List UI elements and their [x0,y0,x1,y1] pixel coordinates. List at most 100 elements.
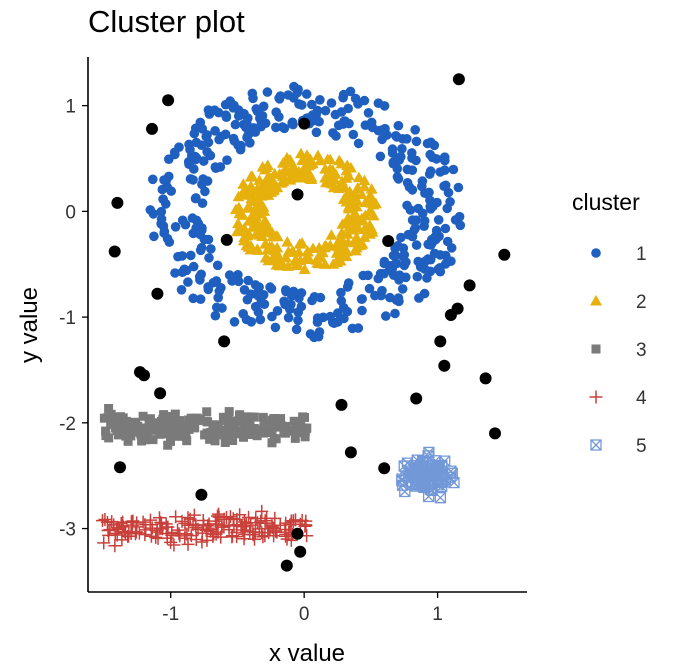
cluster-1-point [274,93,284,103]
cluster-3-point [228,436,238,445]
y-tick-label: 1 [65,97,76,118]
cluster-3-point [147,423,157,433]
cluster-1-point [277,122,288,132]
cluster-3-point [300,412,309,422]
cluster-4-point [203,524,217,538]
cluster-3-point [114,419,124,429]
cluster-1-point [338,302,349,313]
cluster-1-point [184,159,194,169]
cluster-1-point [293,315,303,326]
cluster-1-point [394,153,404,164]
cluster-1-point [228,133,239,144]
cluster-2-point [342,202,355,214]
cluster-5-point [412,465,425,477]
cluster-2-point [363,219,376,230]
cluster-1-point [429,248,440,259]
outlier-point [146,122,158,135]
cluster-1-point [422,273,432,283]
cluster-1-point [392,163,403,174]
cluster-3-point [103,413,113,423]
cluster-1-point [255,314,266,325]
cluster-3-point [224,407,234,417]
outlier-point [463,279,476,292]
outlier-point [438,359,451,372]
cluster-1-point [339,313,349,324]
cluster-4-point [100,515,114,529]
cluster-1-point [217,303,227,313]
cluster-3-point [223,418,233,428]
cluster-2-point [365,183,378,194]
cluster-1-point [419,216,430,226]
cluster-2-point [364,189,377,201]
cluster-3-point [210,436,220,446]
cluster-4-point [152,511,166,525]
cluster-2-point [241,229,254,241]
cluster-3-point [175,426,185,436]
cluster-4-point [189,519,203,533]
outlier-point [162,94,175,107]
cluster-4-point [252,522,266,536]
x-tick-label: -1 [162,604,179,625]
cluster-1-point [385,292,395,303]
outlier-point [154,387,167,400]
cluster-3-point [269,420,279,429]
cluster-1-point [364,283,375,294]
cluster-1-point [265,282,275,292]
cluster-2-point [339,250,352,262]
cluster-3-point [121,416,131,426]
legend-item-1: 1 [591,244,647,265]
cluster-5-point [399,485,411,498]
series-1 [145,81,466,343]
outlier-point [452,73,465,86]
cluster-1-point [256,118,267,129]
legend-label: 2 [636,292,647,313]
cluster-2-point [246,192,259,203]
cluster-3-point [218,412,228,422]
cluster-1-point [242,132,252,143]
cluster-2-point [298,263,311,274]
cluster-1-point [285,301,295,311]
legend-item-4: 4 [589,388,647,409]
cluster-4-point [187,508,201,522]
cluster-3-point [133,421,143,431]
cluster-2-point [254,196,267,207]
cluster-3-point [238,429,248,439]
cluster-1-point [397,284,408,294]
cluster-1-point [440,250,451,261]
cluster-3-point [148,418,158,428]
cluster-1-point [398,243,409,253]
cluster-1-point [181,265,192,276]
x-tick-label: 1 [432,604,443,625]
cluster-1-point [271,107,282,117]
y-tick-label: 0 [65,202,76,223]
outlier-point [218,335,231,348]
cluster-1-point [296,288,307,298]
cluster-2-point [335,157,348,169]
cluster-1-point [440,223,451,234]
cluster-3-point [138,411,148,421]
cluster-1-point [414,293,424,303]
cluster-3-point [156,421,166,430]
cluster-1-point [391,258,401,269]
cluster-3-point [252,431,262,441]
cluster-1-point [377,285,387,296]
cluster-2-point [287,160,300,172]
cluster-4-point [265,519,279,533]
cluster-1-point [198,156,209,166]
cluster-4-point [237,532,251,546]
series-5 [396,446,460,504]
cluster-3-point [142,433,152,443]
cluster-1-point [230,119,241,130]
cluster-3-point [267,438,277,448]
series-4 [95,504,314,553]
outlier-point [291,527,304,540]
cluster-2-point [275,257,288,268]
cluster-4-point [184,529,198,543]
cluster-1-point [220,99,231,110]
cluster-1-point [375,268,386,279]
cluster-1-point [191,137,202,148]
cluster-1-point [379,101,390,111]
cluster-4-point [267,521,281,535]
cluster-2-point [336,179,349,190]
cluster-1-point [162,182,172,192]
